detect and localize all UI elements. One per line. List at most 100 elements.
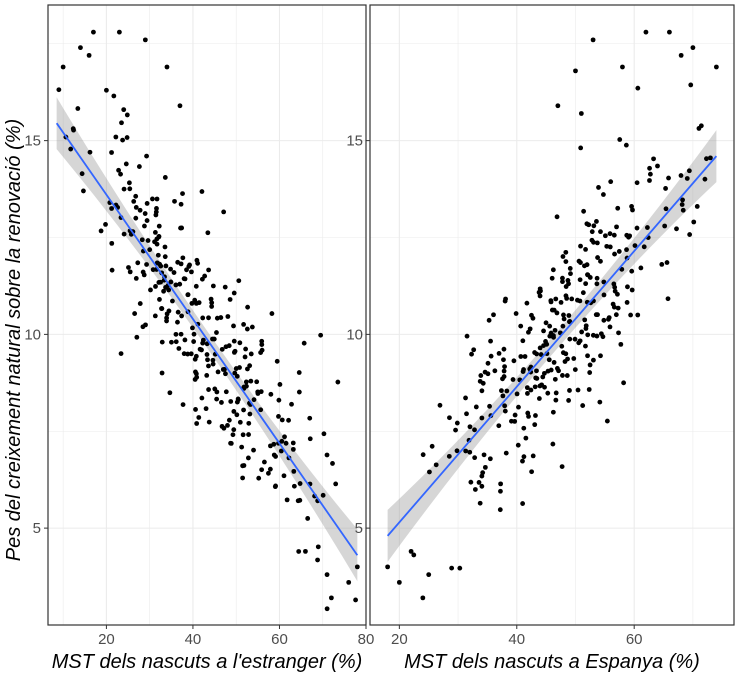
left-data-point [104, 87, 109, 93]
left-data-point [259, 342, 265, 347]
right-data-point [647, 178, 652, 183]
right-data-point [564, 373, 570, 378]
left-data-point [152, 229, 158, 235]
left-data-point [225, 314, 231, 319]
left-data-point [118, 351, 124, 356]
right-data-point [618, 341, 624, 347]
right-panel-border [369, 4, 735, 626]
right-data-point [688, 82, 694, 88]
left-data-point [154, 236, 160, 242]
right-data-point [664, 260, 670, 265]
right-data-point [691, 219, 697, 225]
left-data-point [109, 150, 114, 155]
left-data-point [239, 444, 245, 450]
left-data-point [123, 161, 129, 167]
right-data-point [630, 207, 635, 213]
left-data-point [121, 107, 127, 113]
left-data-point [324, 572, 330, 578]
right-data-point [453, 427, 458, 433]
right-data-point [540, 374, 546, 380]
left-data-point [237, 340, 243, 346]
left-data-point [152, 313, 158, 319]
left-data-point [269, 311, 275, 316]
left-data-point [116, 29, 122, 35]
right-data-point [614, 224, 619, 230]
right-data-point [501, 346, 507, 352]
right-data-point [686, 168, 692, 174]
left-data-point [209, 300, 215, 306]
right-data-point [518, 354, 524, 359]
right-y-tick-label: 5 [355, 520, 363, 537]
left-data-point [169, 339, 174, 345]
right-x-tick-label: 40 [508, 631, 525, 648]
right-data-point [607, 231, 613, 237]
left-data-point [212, 386, 218, 392]
right-x-tick-label: 60 [626, 631, 643, 648]
right-data-point [627, 233, 633, 239]
left-data-point [248, 378, 254, 384]
right-data-point [481, 452, 487, 458]
right-data-point [518, 323, 524, 329]
right-data-point [598, 258, 603, 264]
left-data-point [242, 354, 248, 360]
left-data-point [124, 135, 130, 140]
left-data-point [185, 292, 191, 298]
left-data-point [142, 223, 147, 229]
left-data-point [248, 351, 254, 357]
left-data-point [247, 411, 253, 417]
left-data-point [147, 247, 153, 253]
left-data-point [154, 206, 159, 211]
right-data-point [662, 223, 668, 229]
left-data-point [167, 390, 173, 396]
right-data-point [587, 362, 593, 368]
left-data-point [258, 389, 264, 395]
right-data-point [551, 333, 556, 338]
left-data-point [221, 209, 227, 215]
right-data-point [515, 442, 521, 448]
right-regression-line [386, 155, 718, 537]
left-data-point [259, 347, 265, 353]
left-data-point [180, 402, 186, 408]
right-data-point [585, 332, 591, 338]
right-data-point [408, 548, 414, 554]
left-data-point [150, 196, 155, 202]
left-data-point [155, 252, 161, 258]
right-data-point [595, 312, 600, 318]
left-data-point [200, 337, 206, 343]
right-data-point [571, 356, 577, 361]
right-data-point [589, 237, 595, 243]
right-data-point [479, 415, 485, 421]
right-data-point [666, 175, 671, 181]
right-data-point [663, 186, 668, 191]
right-data-point [426, 572, 432, 578]
left-x-tick-label: 80 [358, 631, 375, 648]
left-data-point [237, 365, 242, 370]
left-data-point [189, 269, 194, 275]
right-data-point [578, 111, 584, 116]
left-data-point [124, 112, 130, 118]
left-data-point [228, 441, 234, 446]
right-x-tick-label: 20 [391, 631, 408, 648]
right-data-point [532, 422, 538, 428]
right-data-point [601, 279, 607, 285]
right-data-point [525, 410, 531, 416]
left-data-point [290, 446, 296, 452]
left-data-point [276, 414, 281, 419]
left-data-point [193, 371, 199, 377]
left-data-point [127, 269, 133, 275]
left-data-point [109, 267, 115, 273]
right-data-point [566, 281, 571, 287]
left-data-point [179, 225, 185, 231]
left-data-point [180, 255, 186, 261]
right-data-point [523, 435, 529, 441]
left-data-point [303, 548, 308, 554]
left-data-point [236, 278, 242, 284]
right-data-point [594, 281, 600, 287]
left-data-point [194, 421, 200, 426]
right-data-point [665, 296, 671, 302]
left-data-point [177, 103, 183, 109]
left-data-point [276, 397, 282, 403]
right-data-point [583, 246, 588, 252]
right-data-point [530, 453, 536, 459]
left-data-point [133, 275, 139, 281]
